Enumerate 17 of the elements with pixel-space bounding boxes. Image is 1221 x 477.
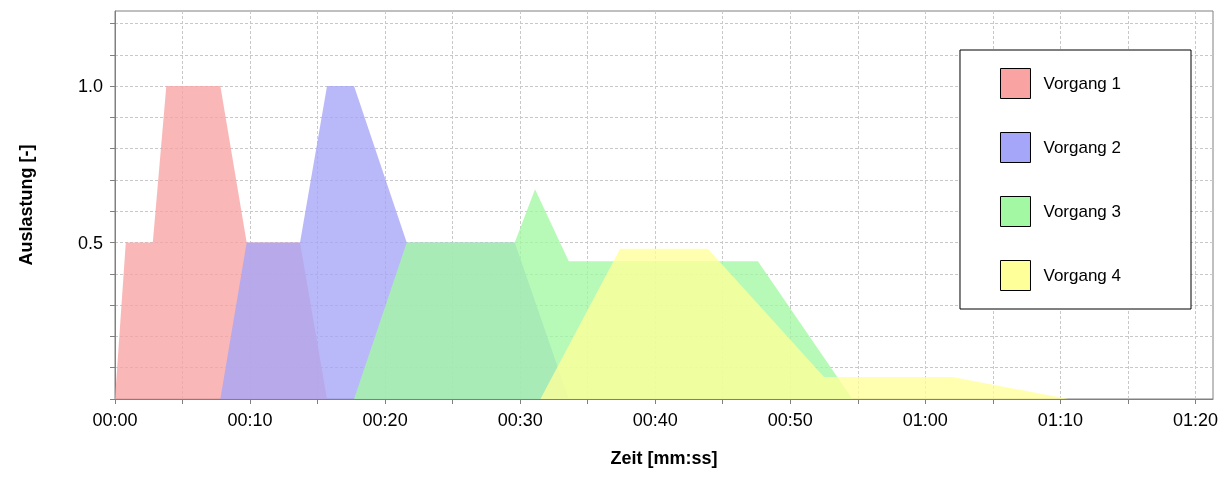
x-tick-label: 00:40: [632, 410, 678, 430]
y-tick-label: 0.5: [77, 232, 103, 253]
legend-label: Vorgang 1: [1043, 74, 1121, 93]
legend-label: Vorgang 2: [1043, 138, 1121, 157]
y-tick-label: 1.0: [77, 76, 103, 97]
x-tick-label: 00:00: [92, 410, 138, 430]
x-axis-title: Zeit [mm:ss]: [610, 448, 718, 468]
x-tick-label: 01:10: [1037, 410, 1083, 430]
x-tick-label: 00:20: [362, 410, 408, 430]
x-tick-label: 00:50: [767, 410, 813, 430]
legend-label: Vorgang 4: [1043, 266, 1121, 285]
x-tick-label: 01:20: [1172, 410, 1218, 430]
x-tick-label: 00:30: [497, 410, 543, 430]
x-tick-label: 01:00: [902, 410, 948, 430]
x-tick-label: 00:10: [227, 410, 273, 430]
legend-label: Vorgang 3: [1043, 202, 1121, 221]
y-axis-title: Auslastung [-]: [16, 144, 36, 266]
